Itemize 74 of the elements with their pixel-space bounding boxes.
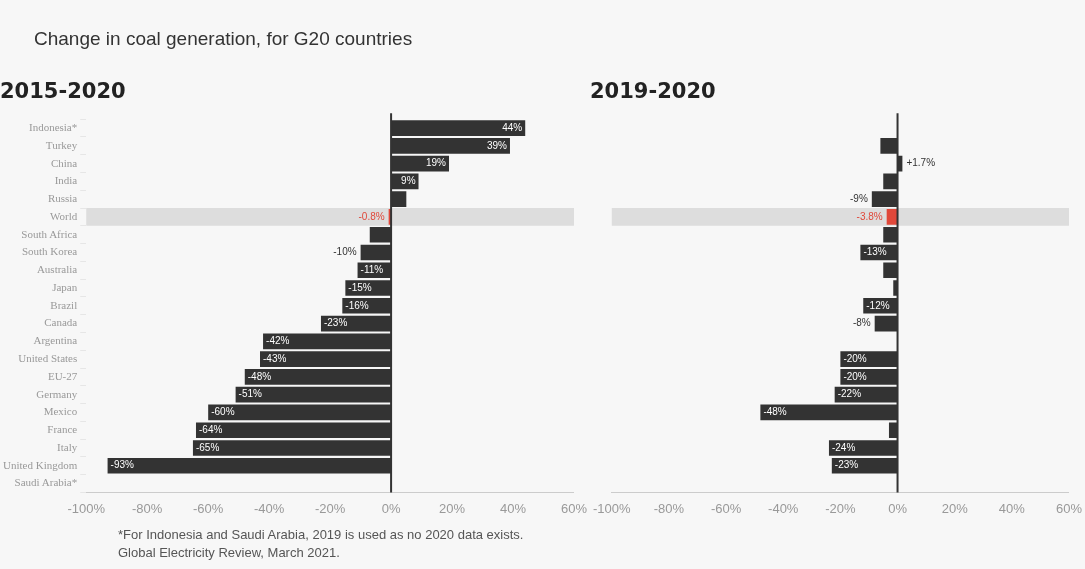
y-tick-label: United Kingdom xyxy=(2,458,78,471)
x-tick-label: -100% xyxy=(593,500,632,516)
data-label: -42% xyxy=(266,335,290,347)
data-label: 44% xyxy=(502,121,523,133)
x-tick-label: 40% xyxy=(998,500,1026,516)
data-label: -0.8% xyxy=(358,210,385,222)
y-tick-label: United States xyxy=(18,352,78,364)
data-label: -24% xyxy=(831,441,856,453)
x-tick-label: -20% xyxy=(314,500,346,516)
x-tick-label: -40% xyxy=(253,500,285,516)
y-tick-label: Japan xyxy=(52,280,78,293)
x-tick-label: 0% xyxy=(381,500,401,516)
x-tick-label: 60% xyxy=(560,500,588,516)
data-label: -9% xyxy=(850,192,868,204)
data-label: -23% xyxy=(834,459,859,471)
data-label: -23% xyxy=(323,317,348,329)
data-label: -43% xyxy=(263,352,287,364)
text: Change in coal generation, for G20 countries xyxy=(34,28,413,50)
y-tick-label: World xyxy=(50,209,78,222)
y-tick-label: Canada xyxy=(44,316,78,329)
data-label: -48% xyxy=(763,406,787,418)
text: Global Electricity Review, March 2021. xyxy=(118,544,341,562)
y-tick-label: Argentina xyxy=(33,334,78,347)
y-tick-label: EU-27 xyxy=(47,369,78,382)
data-label: -93% xyxy=(110,459,135,471)
x-tick-label: -100% xyxy=(67,500,106,516)
y-tick-label: Australia xyxy=(36,263,78,276)
y-tick-label: Saudi Arabia* xyxy=(14,476,78,489)
y-tick-label: South Korea xyxy=(21,245,78,258)
data-label: -11% xyxy=(360,264,384,276)
data-label: -15% xyxy=(348,281,372,293)
x-tick-label: -20% xyxy=(825,500,856,516)
y-tick-label: Germany xyxy=(36,387,78,400)
data-label: -20% xyxy=(843,370,867,382)
y-tick-label: Indonesia* xyxy=(28,120,78,133)
x-tick-label: 0% xyxy=(888,500,908,516)
y-tick-label: Mexico xyxy=(43,405,78,418)
x-tick-label: 60% xyxy=(1055,500,1083,516)
x-tick-label: 40% xyxy=(500,500,527,516)
data-label: -22% xyxy=(837,388,862,400)
data-label: -8% xyxy=(852,317,871,329)
data-label: -51% xyxy=(238,388,263,400)
x-tick-label: -60% xyxy=(193,500,224,516)
data-label: -12% xyxy=(866,299,890,311)
x-tick-label: 20% xyxy=(439,500,466,516)
y-tick-label: Russia xyxy=(47,192,78,205)
y-tick-label: France xyxy=(47,423,78,436)
data-label: 19% xyxy=(425,157,447,169)
data-label: 9% xyxy=(401,175,416,187)
x-tick-label: -60% xyxy=(710,500,742,516)
x-tick-label: 20% xyxy=(941,500,969,516)
y-tick-label: Italy xyxy=(57,440,78,453)
y-tick-label: China xyxy=(50,156,78,169)
chart-title: 2019-2020 xyxy=(590,79,716,104)
data-label: 39% xyxy=(486,139,508,151)
data-label: -3.8% xyxy=(856,210,883,222)
y-tick-label: India xyxy=(54,174,78,187)
chart-title: 2015-2020 xyxy=(0,79,126,104)
text: *For Indonesia and Saudi Arabia, 2019 is used as no 2020 data exists. xyxy=(118,526,525,544)
y-tick-label: Brazil xyxy=(50,298,78,311)
data-label: -65% xyxy=(195,441,220,453)
data-label: +1.7% xyxy=(906,157,936,169)
data-label: -10% xyxy=(333,246,357,258)
data-label: -60% xyxy=(211,406,235,418)
data-label: -64% xyxy=(198,423,223,435)
data-label: -16% xyxy=(345,299,369,311)
data-label: -13% xyxy=(863,246,887,258)
x-tick-label: -40% xyxy=(768,500,799,516)
data-label: -20% xyxy=(843,352,867,364)
y-tick-label: South Africa xyxy=(21,227,78,240)
y-tick-label: Turkey xyxy=(45,138,78,151)
data-label: -48% xyxy=(247,370,272,382)
x-tick-label: -80% xyxy=(653,500,685,516)
x-tick-label: -80% xyxy=(132,500,163,516)
